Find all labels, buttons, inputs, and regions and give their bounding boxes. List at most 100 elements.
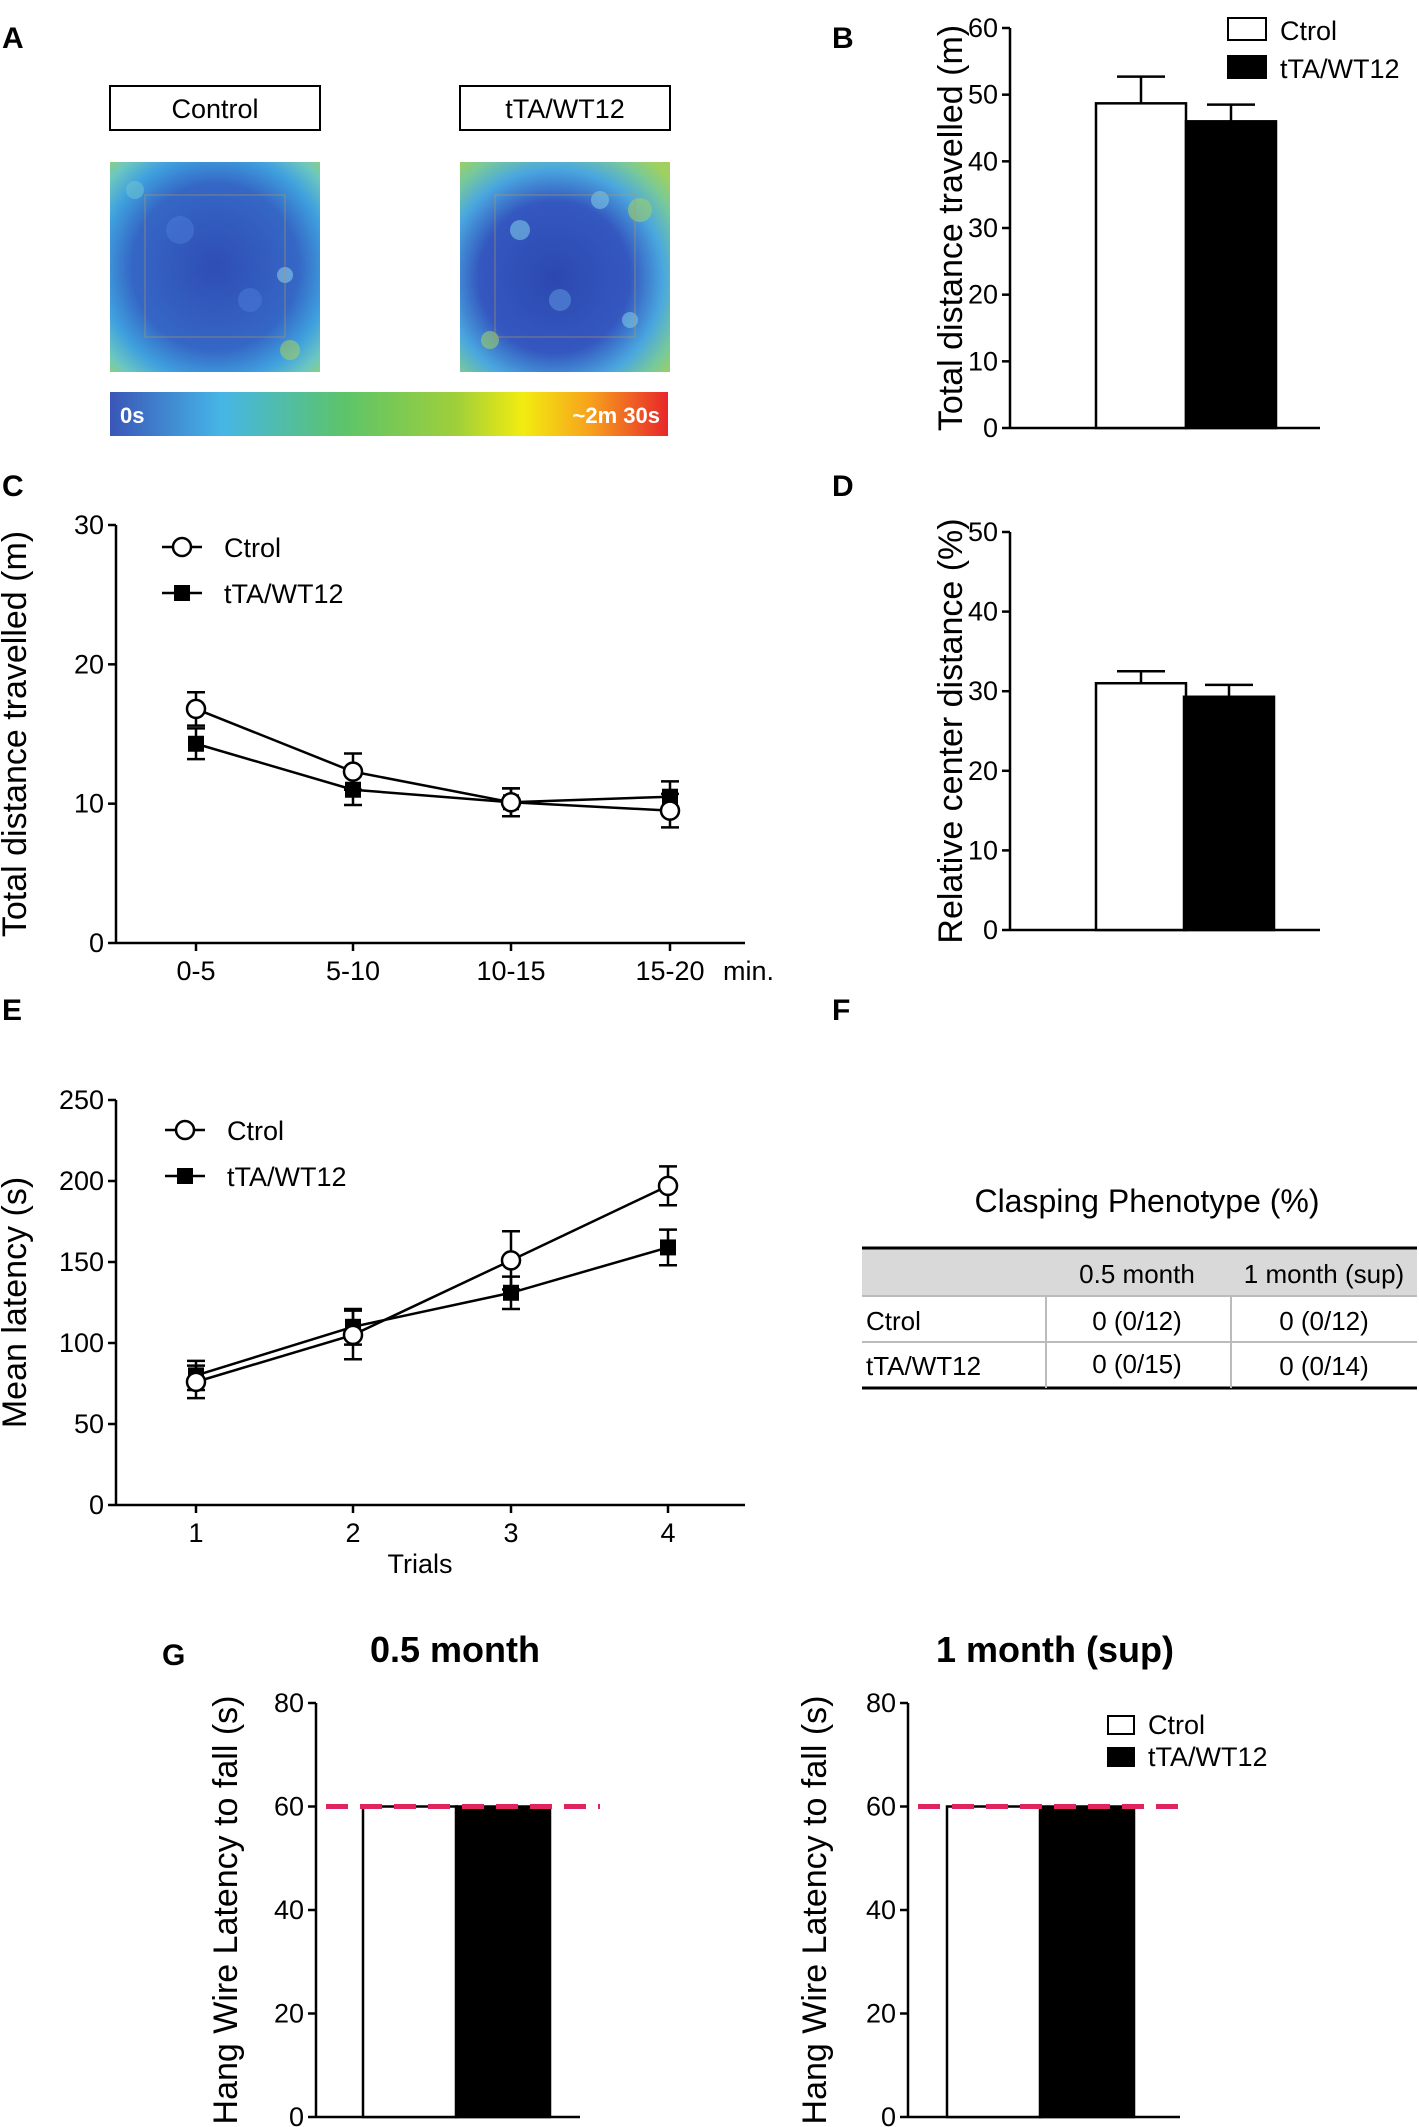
data-point-ctrol [342, 761, 364, 782]
bar-twt [1182, 695, 1276, 932]
group-label-control: Control [171, 94, 258, 124]
bar-twt [1184, 120, 1278, 430]
data-point-ctrol [185, 1371, 207, 1393]
y-axis-label: Hang Wire Latency to fall (s) [796, 1696, 834, 2125]
y-tick-label: 40 [968, 146, 998, 176]
legend-label: tTA/WT12 [227, 1162, 347, 1192]
x-tick-label: 0-5 [176, 956, 215, 986]
x-axis-label: Trials [388, 1549, 453, 1579]
data-point-twt [660, 1239, 676, 1256]
data-point-ctrol [500, 792, 522, 813]
y-tick-label: 30 [968, 676, 998, 706]
group-label-twt: tTA/WT12 [505, 94, 625, 124]
panel-label-d: D [832, 470, 854, 503]
table-col-header-1: 0.5 month [1079, 1259, 1195, 1289]
table-f-clasping: Clasping Phenotype (%) 0.5 month 1 month… [862, 1183, 1417, 1390]
legend-label: tTA/WT12 [1280, 54, 1400, 84]
y-axis-label: Mean latency (s) [0, 1177, 34, 1428]
data-point-ctrol [657, 1175, 679, 1197]
y-tick-label: 250 [59, 1085, 104, 1115]
y-tick-label: 80 [274, 1688, 304, 1718]
legend-swatch-ctrol [1107, 1715, 1135, 1735]
panel-label-b: B [832, 22, 854, 55]
x-tick-label: 1 [188, 1518, 203, 1548]
legend-label: Ctrol [1148, 1710, 1205, 1740]
data-point-twt [188, 735, 204, 752]
y-tick-label: 200 [59, 1166, 104, 1196]
table-cell: 0 (0/12) [1092, 1306, 1182, 1336]
y-tick-label: 0 [289, 2102, 304, 2127]
x-unit-label: min. [723, 956, 774, 986]
legend-marker-twt [174, 585, 190, 601]
y-tick-label: 40 [274, 1895, 304, 1925]
data-point-ctrol [342, 1324, 364, 1346]
y-tick-label: 10 [968, 346, 998, 376]
x-tick-label: 10-15 [476, 956, 545, 986]
legend-label: Ctrol [224, 533, 281, 563]
heatmap-twt-center-zone [494, 194, 636, 338]
series-line-ctrol [195, 707, 671, 812]
chart-g-hang-wire-05-month: 0 20 40 60 80 Hang Wire Latency to fall (s) 0.… [207, 1629, 600, 2127]
x-tick-label: 15-20 [635, 956, 704, 986]
table-title: Clasping Phenotype (%) [974, 1183, 1319, 1219]
legend-swatch-twt [1227, 55, 1267, 79]
legend-swatch-ctrol [1227, 17, 1267, 41]
data-point-ctrol [500, 1250, 522, 1271]
heatmap-control-spots [126, 181, 300, 360]
group-label-box-control [109, 85, 321, 131]
y-tick-label: 50 [968, 517, 998, 547]
y-tick-label: 60 [866, 1792, 896, 1822]
table-cell: 0 (0/15) [1092, 1349, 1182, 1379]
y-tick-label: 0 [881, 2102, 896, 2127]
table-cell: 0 (0/12) [1279, 1306, 1369, 1336]
y-tick-label: 30 [968, 213, 998, 243]
series-line-twt [195, 742, 671, 804]
x-tick-label: 2 [345, 1518, 360, 1548]
heatmap-control-center-zone [144, 194, 286, 338]
y-tick-label: 20 [866, 1999, 896, 2029]
y-tick-label: 40 [866, 1895, 896, 1925]
y-tick-label: 0 [983, 413, 998, 443]
time-color-scale [110, 392, 668, 436]
chart-g-hang-wire-1-month: 0 20 40 60 80 Hang Wire Latency to fall (s) 1 … [796, 1629, 1268, 2127]
y-axis-label: Total distance travelled (m) [0, 531, 34, 937]
bar-ctrol [1094, 681, 1188, 932]
y-axis-label: Relative center distance (%) [932, 518, 970, 943]
table-row-label-twt: tTA/WT12 [866, 1351, 981, 1381]
y-tick-label: 10 [74, 789, 104, 819]
y-tick-label: 30 [74, 510, 104, 540]
chart-title: 0.5 month [370, 1629, 540, 1670]
x-tick-label: 5-10 [326, 956, 380, 986]
scale-max-label: ~2m 30s [573, 403, 660, 428]
y-tick-label: 150 [59, 1247, 104, 1277]
bar-ctrol [1094, 102, 1188, 430]
data-point-ctrol [659, 800, 681, 821]
scale-min-label: 0s [120, 403, 144, 428]
y-tick-label: 20 [274, 1999, 304, 2029]
y-tick-label: 50 [968, 80, 998, 110]
group-label-box-twt [459, 85, 671, 131]
panel-label-a: A [2, 22, 24, 55]
data-point-ctrol [185, 698, 207, 720]
x-tick-label: 3 [503, 1518, 518, 1548]
table-row-label-ctrol: Ctrol [866, 1306, 921, 1336]
legend-swatch-twt [1107, 1747, 1135, 1767]
table-cell: 0 (0/14) [1279, 1351, 1369, 1381]
legend-label: Ctrol [1280, 16, 1337, 46]
y-tick-label: 100 [59, 1328, 104, 1358]
series-line-ctrol [195, 1184, 669, 1384]
y-tick-label: 0 [983, 915, 998, 945]
panel-label-g: G [162, 1639, 185, 1672]
y-tick-label: 80 [866, 1688, 896, 1718]
legend-marker-twt [177, 1168, 193, 1184]
panel-label-f: F [832, 994, 850, 1027]
legend-label: tTA/WT12 [224, 579, 344, 609]
bar-ctrol [945, 1805, 1043, 2119]
y-tick-label: 20 [74, 649, 104, 679]
x-tick-label: 4 [660, 1518, 675, 1548]
chart-title: 1 month (sup) [936, 1629, 1174, 1670]
y-tick-label: 0 [89, 1490, 104, 1520]
bar-twt [1038, 1805, 1136, 2119]
